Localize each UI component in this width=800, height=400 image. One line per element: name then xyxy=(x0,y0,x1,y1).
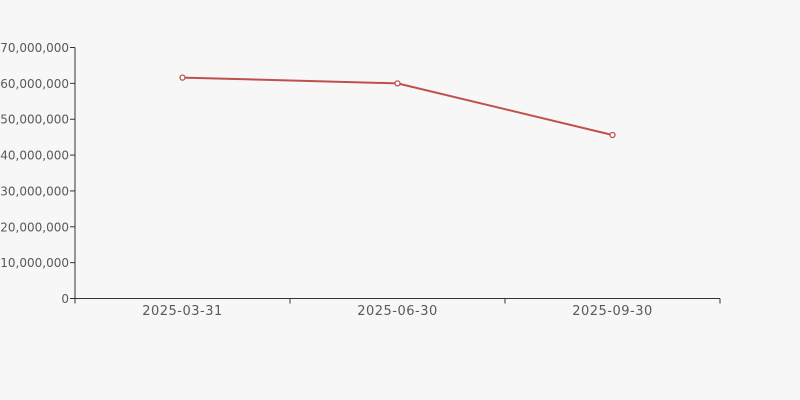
y-axis-tick-label: 40,000,000 xyxy=(0,149,69,163)
y-axis-tick-label: 70,000,000 xyxy=(0,41,69,55)
y-axis-tick-label: 50,000,000 xyxy=(0,113,69,127)
data-point-marker xyxy=(394,80,401,87)
y-axis-tick-label: 30,000,000 xyxy=(0,184,69,198)
y-axis-tick-label: 0 xyxy=(61,292,69,306)
y-axis-tick-label: 20,000,000 xyxy=(0,220,69,234)
data-point-marker xyxy=(609,131,616,139)
y-axis-tick-label: 10,000,000 xyxy=(0,256,69,270)
x-axis-tick-label: 2025-09-30 xyxy=(572,304,653,319)
x-axis-tick-label: 2025-06-30 xyxy=(357,304,438,319)
data-point-marker xyxy=(179,74,186,81)
x-axis-tick-label: 2025-03-31 xyxy=(142,304,223,319)
y-axis-tick-label: 60,000,000 xyxy=(0,77,69,91)
